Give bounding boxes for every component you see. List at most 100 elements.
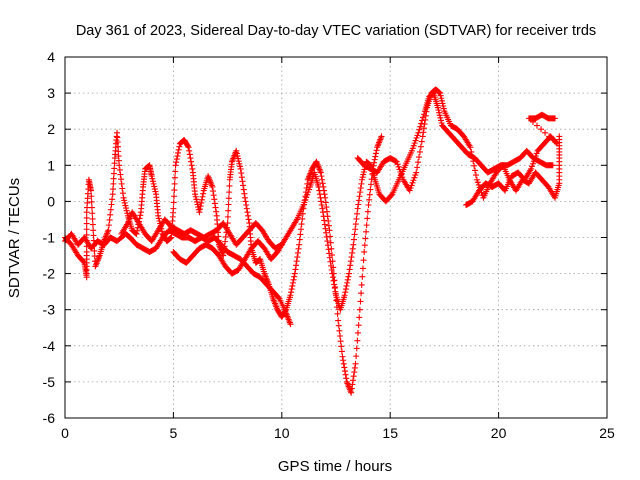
data-point [343, 375, 350, 382]
data-point [107, 211, 114, 218]
x-tick-label: 20 [491, 425, 507, 441]
data-point [298, 221, 305, 228]
data-point [323, 204, 330, 211]
data-point [356, 314, 363, 321]
data-point [245, 216, 252, 223]
data-point [530, 158, 537, 165]
data-point [172, 168, 179, 175]
series-trace-c [170, 90, 556, 313]
data-point [361, 242, 368, 249]
data-point [340, 360, 347, 367]
data-point [171, 174, 178, 181]
data-point [437, 117, 444, 124]
data-point [110, 170, 117, 177]
data-point [542, 129, 549, 136]
data-point [303, 194, 310, 201]
data-point [199, 193, 206, 200]
data-point [409, 145, 416, 152]
data-point [299, 215, 306, 222]
data-point [343, 282, 350, 289]
data-point [134, 227, 141, 234]
data-point [149, 175, 156, 182]
data-point [532, 153, 539, 160]
data-point [192, 193, 199, 200]
data-point [360, 257, 367, 264]
data-point [90, 227, 97, 234]
data-point [440, 105, 447, 112]
data-point [290, 276, 297, 283]
axis-ticks: 0 5 10 15 20 25 -6 -5 -4 -3 -2 -1 0 1 2 3 4 [43, 49, 615, 441]
data-point [346, 266, 353, 273]
data-point [212, 204, 219, 211]
data-point [187, 155, 194, 162]
data-point [155, 215, 162, 222]
data-point [415, 159, 422, 166]
data-point [151, 183, 158, 190]
data-point [236, 160, 243, 167]
data-point [319, 205, 326, 212]
data-point [296, 236, 303, 243]
data-point [411, 174, 418, 181]
data-point [354, 337, 361, 344]
data-point [472, 167, 479, 174]
data-point [319, 176, 326, 183]
data-point [137, 212, 144, 219]
data-point [275, 294, 282, 301]
data-point [287, 321, 294, 328]
data-point [324, 238, 331, 245]
data-point [357, 184, 364, 191]
data-point [111, 165, 118, 172]
data-point [172, 162, 179, 169]
data-point [83, 237, 90, 244]
data-point [300, 202, 307, 209]
data-point [410, 177, 417, 184]
data-point [357, 189, 364, 196]
data-point [416, 126, 423, 133]
data-point [344, 276, 351, 283]
data-point [438, 95, 445, 102]
data-point [226, 189, 233, 196]
data-point [349, 381, 356, 388]
data-point [328, 266, 335, 273]
y-tick-label: -3 [43, 302, 56, 318]
data-point [363, 222, 370, 229]
data-point [529, 160, 536, 167]
data-point [317, 169, 324, 176]
data-point [396, 166, 403, 173]
data-point [470, 158, 477, 165]
data-point [394, 161, 401, 168]
y-tick-label: -2 [43, 266, 56, 282]
data-point [359, 176, 366, 183]
data-point [341, 368, 348, 375]
data-point [226, 182, 233, 189]
data-point [388, 192, 395, 199]
data-point [152, 188, 159, 195]
data-point [347, 258, 354, 265]
data-point [467, 144, 474, 151]
data-point [350, 377, 357, 384]
data-point [196, 209, 203, 216]
data-point [330, 277, 337, 284]
data-point [173, 156, 180, 163]
data-point [358, 180, 365, 187]
data-point [83, 248, 90, 255]
data-point [398, 171, 405, 178]
data-point [556, 133, 563, 140]
data-point [245, 212, 252, 219]
data-point [358, 281, 365, 288]
data-point [420, 125, 427, 132]
data-point [171, 180, 178, 187]
data-point [326, 227, 333, 234]
data-point [416, 154, 423, 161]
data-point [171, 193, 178, 200]
data-point [235, 155, 242, 162]
data-point [474, 179, 481, 186]
data-point [348, 385, 355, 392]
data-point [316, 187, 323, 194]
data-point [123, 205, 130, 212]
series-trace-d [354, 86, 563, 201]
plot-frame [64, 56, 608, 419]
data-point [289, 279, 296, 286]
data-point [109, 196, 116, 203]
